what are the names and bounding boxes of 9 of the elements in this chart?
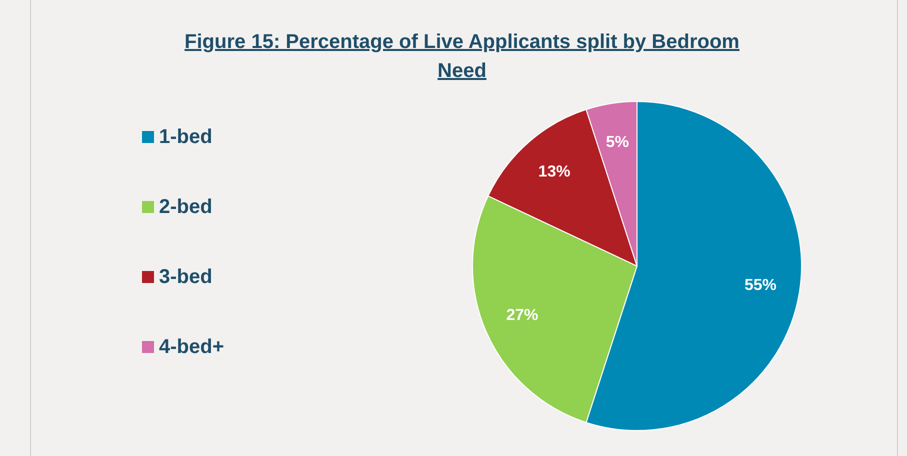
- data-label: 13%: [538, 164, 570, 181]
- legend-label: 4-bed+: [159, 336, 224, 358]
- data-label: 55%: [744, 276, 776, 294]
- legend-label: 2-bed: [159, 196, 212, 218]
- chart-title: Figure 15: Percentage of Live Applicants split by Bedroom Need: [184, 30, 740, 84]
- legend-label: 3-bed: [159, 266, 212, 288]
- legend-label: 1-bed: [159, 126, 212, 148]
- data-label: 27%: [506, 307, 538, 324]
- data-label: 5%: [606, 134, 630, 151]
